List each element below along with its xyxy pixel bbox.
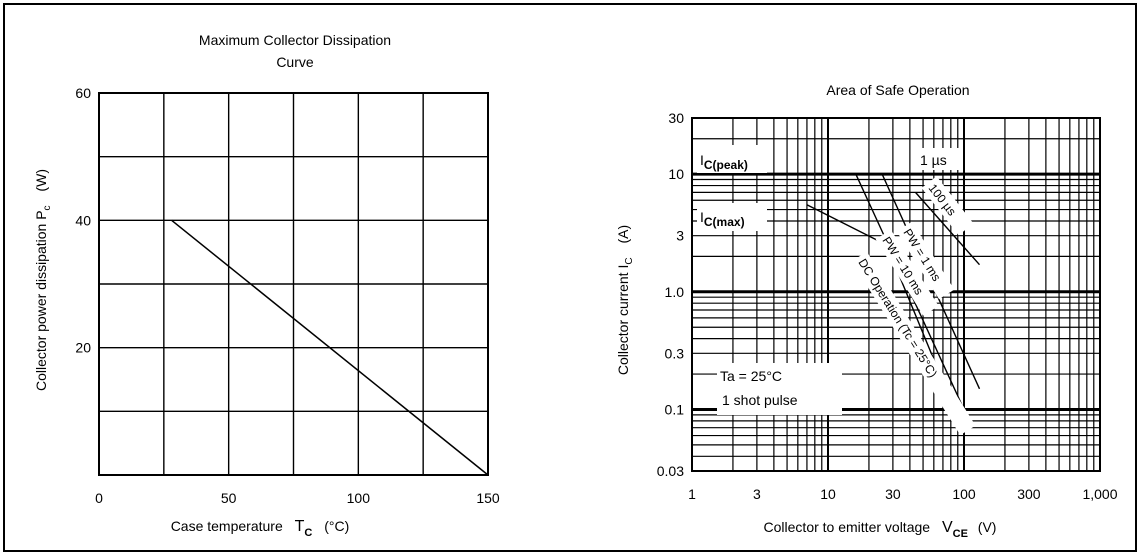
safe-operation-chart: Area of Safe Operation 1 3 10 30 100 300 1,000… (615, 82, 1118, 540)
left-x-tick-label: 100 (347, 490, 371, 506)
right-x-tick-label: 30 (885, 486, 901, 502)
ic-max-sub: C(max) (704, 215, 745, 229)
right-ylabel-sub: C (624, 257, 635, 264)
left-x-tick-label: 0 (95, 490, 103, 506)
left-x-tick-label: 150 (476, 490, 500, 506)
right-y-tick-label: 0.1 (665, 401, 685, 417)
left-x-tick-label: 50 (221, 490, 237, 506)
ic-peak-label: IC(peak) (700, 152, 748, 172)
left-plot-area (98, 92, 489, 476)
right-y-axis-label: Collector current IC (A) (615, 225, 635, 375)
pulse-1us-label: 1 µs (920, 152, 947, 168)
right-ylabel-text: Collector current I (615, 265, 631, 375)
left-xlabel-sub: C (304, 527, 312, 539)
right-xlabel-unit: (V) (978, 519, 997, 535)
pulse-10ms-bg (875, 229, 939, 316)
left-dissipation-line (171, 219, 489, 476)
left-ylabel-unit: (W) (33, 169, 49, 192)
right-y-tick-label: 1.0 (665, 284, 685, 300)
ic-peak-sub: C(peak) (704, 158, 748, 172)
right-x-tick-label: 300 (1017, 486, 1041, 502)
conditions-box (717, 363, 842, 415)
pulse-1us-bg (914, 148, 962, 170)
left-ylabel-text: Collector power dissipation P (33, 210, 49, 391)
right-x-tick-label: 100 (952, 486, 976, 502)
right-y-tick-label: 0.03 (657, 463, 684, 479)
left-y-tick-label: 20 (75, 340, 91, 356)
right-xlabel-text: Collector to emitter voltage (764, 519, 931, 535)
conditions-line-2: 1 shot pulse (722, 392, 798, 408)
left-x-axis-label: Case temperature TC (°C) (171, 518, 350, 539)
right-y-tick-label: 30 (668, 110, 684, 126)
left-xlabel-unit: (°C) (324, 518, 349, 534)
right-x-tick-label: 1 (688, 486, 696, 502)
left-ylabel-sub: c (42, 205, 53, 210)
right-x-axis-label: Collector to emitter voltage VCE (V) (764, 519, 997, 540)
right-xlabel-symbol: V (942, 519, 953, 536)
pulse-1ms-bg (896, 221, 955, 300)
left-grid (99, 93, 488, 475)
right-soa-curve (914, 191, 981, 266)
right-title: Area of Safe Operation (826, 82, 969, 98)
left-title-line-2: Curve (276, 54, 314, 70)
left-title-line-1: Maximum Collector Dissipation (199, 32, 391, 48)
figure-frame (3, 3, 1137, 552)
right-xlabel-sub: CE (953, 528, 968, 540)
left-y-tick-label: 60 (75, 85, 91, 101)
right-y-tick-label: 10 (668, 166, 684, 182)
right-plot-area (691, 117, 1101, 472)
left-y-axis-label: Collector power dissipation Pc (W) (33, 169, 53, 391)
dissipation-chart: Maximum Collector Dissipation Curve 0 50 1… (33, 32, 500, 539)
right-tick-labels: 1 3 10 30 100 300 1,000 0.03 0.1 0.3 1.0 3 10 30 (657, 110, 1118, 502)
right-x-tick-label: 10 (820, 486, 836, 502)
dc-operation-bg (851, 251, 976, 436)
left-tick-labels: 0 50 100 150 20 40 60 (75, 85, 499, 506)
ic-peak-symbol: I (700, 152, 704, 168)
left-xlabel-symbol: T (295, 518, 305, 535)
left-xlabel-text: Case temperature (171, 518, 283, 534)
right-x-tick-label: 1,000 (1082, 486, 1117, 502)
ic-max-symbol: I (700, 209, 704, 225)
ic-max-label-bg (697, 203, 767, 231)
pulse-100us-bg (921, 176, 974, 236)
ic-max-label: IC(max) (700, 209, 745, 229)
right-x-tick-label: 3 (753, 486, 761, 502)
left-y-tick-label: 40 (75, 212, 91, 228)
right-y-tick-label: 0.3 (665, 345, 685, 361)
right-y-tick-label: 3 (676, 228, 684, 244)
ic-peak-label-bg (697, 145, 767, 173)
right-ylabel-unit: (A) (615, 225, 631, 244)
conditions-line-1: Ta = 25°C (720, 368, 782, 384)
